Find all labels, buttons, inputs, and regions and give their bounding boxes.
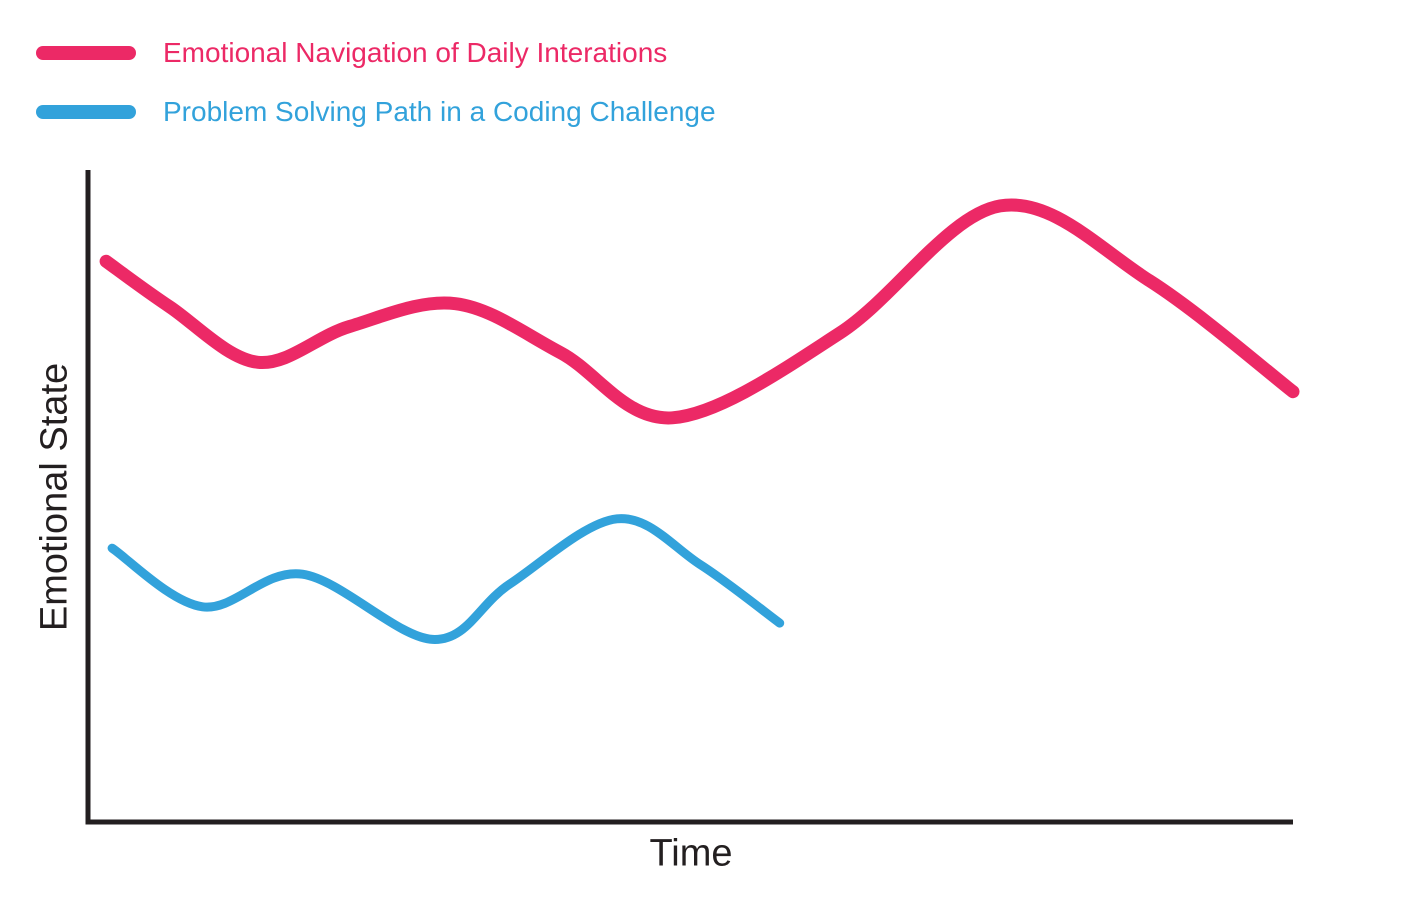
legend-label-daily-interactions: Emotional Navigation of Daily Interation… bbox=[163, 37, 668, 68]
axes bbox=[85, 170, 1293, 825]
x-axis-label: Time bbox=[649, 832, 733, 875]
legend-label-coding-challenge: Problem Solving Path in a Coding Challen… bbox=[163, 96, 716, 127]
legend-swatch-pink-line bbox=[36, 46, 136, 60]
series-line-1 bbox=[107, 514, 785, 644]
legend-item-daily-interactions: Emotional Navigation of Daily Interation… bbox=[36, 38, 716, 68]
y-axis-label: Emotional State bbox=[33, 362, 76, 632]
series-line-0 bbox=[99, 198, 1300, 425]
legend-swatch-blue-line bbox=[36, 105, 136, 119]
legend: Emotional Navigation of Daily Interation… bbox=[36, 38, 716, 127]
legend-item-coding-challenge: Problem Solving Path in a Coding Challen… bbox=[36, 97, 716, 127]
